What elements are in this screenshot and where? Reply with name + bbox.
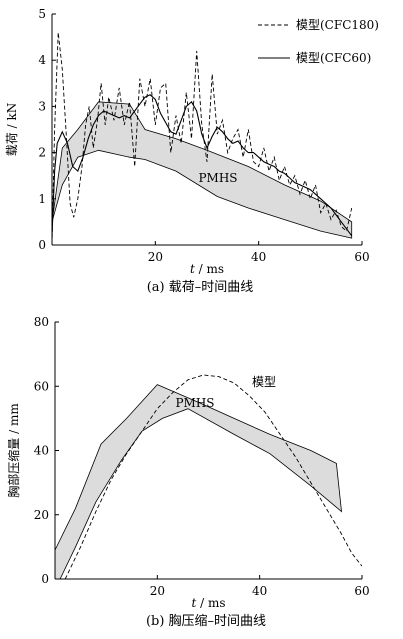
y-tick-label: 0 bbox=[41, 572, 49, 586]
pmhs-band bbox=[55, 384, 343, 579]
x-tick-label: 40 bbox=[251, 250, 266, 264]
x-axis-label-unit: / ms bbox=[195, 262, 224, 276]
y-tick-label: 3 bbox=[38, 99, 46, 113]
y-tick-label: 0 bbox=[38, 238, 46, 252]
legend-label-2: 模型(CFC60) bbox=[296, 51, 371, 65]
x-axis-label: t / ms bbox=[190, 262, 224, 276]
x-tick-label: 20 bbox=[148, 250, 163, 264]
chart-panel-b: 0 20 40 60 80 20 40 60 t / ms 胸部压缩量 / mm (b) 胸压缩–时… bbox=[6, 315, 370, 629]
y-tick-label: 60 bbox=[34, 379, 49, 393]
x-axis-label-var: t bbox=[190, 262, 195, 276]
y-tick-label: 4 bbox=[38, 53, 46, 67]
series-line-2 bbox=[52, 94, 353, 237]
chart-panel-a: 0 1 2 3 4 5 20 40 60 t / ms 载荷 / kN (a) 载荷–时间曲线 PMHS… bbox=[5, 7, 379, 295]
y-tick-label: 40 bbox=[34, 444, 49, 458]
y-tick-label: 5 bbox=[38, 7, 46, 21]
legend-label-1: 模型(CFC180) bbox=[296, 18, 379, 32]
y-axis-label: 胸部压缩量 / mm bbox=[6, 403, 21, 498]
y-tick-label: 20 bbox=[34, 508, 49, 522]
chart-caption: (b) 胸压缩–时间曲线 bbox=[146, 613, 266, 629]
x-tick-label: 60 bbox=[354, 584, 369, 598]
x-tick-label: 60 bbox=[354, 250, 369, 264]
model-curve-label: 模型 bbox=[252, 375, 276, 389]
legend: 模型(CFC180) 模型(CFC60) bbox=[258, 18, 379, 65]
x-tick-label: 40 bbox=[252, 584, 267, 598]
y-tick-label: 80 bbox=[34, 315, 49, 329]
x-tick-label: 20 bbox=[150, 584, 165, 598]
y-tick-label: 1 bbox=[38, 192, 46, 206]
chart-caption: (a) 载荷–时间曲线 bbox=[147, 280, 254, 295]
x-axis-label: t / ms bbox=[191, 596, 225, 610]
x-axis-label-var: t bbox=[191, 596, 196, 610]
pmhs-label: PMHS bbox=[198, 171, 237, 185]
series-line-1 bbox=[52, 32, 353, 245]
series-line-1 bbox=[64, 374, 362, 579]
x-axis-label-unit: / ms bbox=[196, 596, 225, 610]
pmhs-label: PMHS bbox=[175, 396, 214, 410]
y-axis-label: 载荷 / kN bbox=[5, 103, 19, 156]
pmhs-band bbox=[52, 101, 353, 239]
y-tick-label: 2 bbox=[38, 146, 46, 160]
